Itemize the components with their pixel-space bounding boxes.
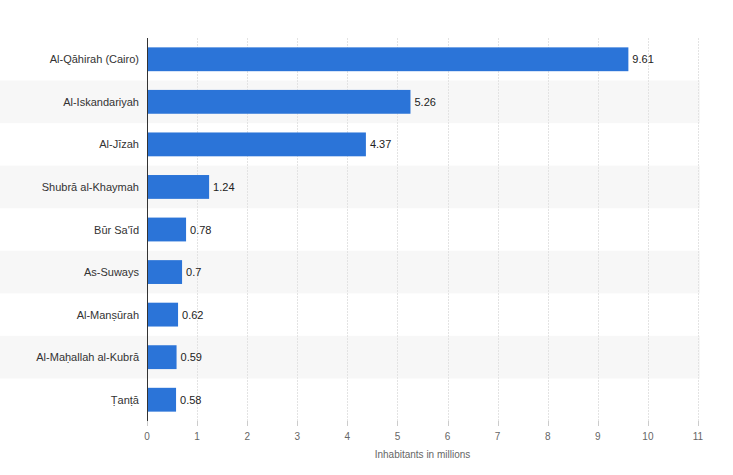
tick-label: 10 bbox=[642, 431, 654, 442]
bar bbox=[147, 175, 209, 199]
data-label: 0.59 bbox=[181, 351, 202, 363]
axis-label: Inhabitants in millions bbox=[375, 449, 471, 460]
grid-line bbox=[498, 38, 499, 421]
bar bbox=[147, 90, 410, 114]
axis-line bbox=[147, 38, 148, 421]
category-label: Al-Qāhirah (Cairo) bbox=[50, 53, 139, 65]
tick-mark bbox=[698, 421, 699, 426]
bar bbox=[147, 47, 628, 71]
data-label: 5.26 bbox=[414, 96, 435, 108]
tick-label: 0 bbox=[144, 431, 150, 442]
tick-mark bbox=[448, 421, 449, 426]
bar bbox=[147, 388, 176, 412]
tick-mark bbox=[247, 421, 248, 426]
category-label: Shubrā al-Khaymah bbox=[42, 181, 139, 193]
data-label: 4.37 bbox=[370, 138, 391, 150]
category-label: Al-Iskandariyah bbox=[63, 96, 139, 108]
grid-line bbox=[648, 38, 649, 421]
grid-line bbox=[698, 38, 699, 421]
grid-line bbox=[598, 38, 599, 421]
bars bbox=[147, 47, 628, 411]
tick-mark bbox=[197, 421, 198, 426]
tick-label: 7 bbox=[495, 431, 501, 442]
tick-label: 5 bbox=[395, 431, 401, 442]
tick-label: 11 bbox=[693, 431, 704, 442]
tick-mark bbox=[648, 421, 649, 426]
data-label: 0.78 bbox=[190, 224, 211, 236]
data-label: 0.7 bbox=[186, 266, 201, 278]
tick-label: 9 bbox=[595, 431, 601, 442]
tick-label: 1 bbox=[194, 431, 200, 442]
row-stripe bbox=[0, 166, 700, 209]
row-stripe bbox=[0, 81, 700, 124]
bar bbox=[147, 132, 366, 156]
category-label: As-Suways bbox=[84, 266, 140, 278]
tick-label: 8 bbox=[545, 431, 551, 442]
page: {"chart_data": {"type": "bar", "orientat… bbox=[0, 0, 733, 475]
data-label: 0.58 bbox=[180, 394, 201, 406]
grid-line bbox=[448, 38, 449, 421]
tick-label: 2 bbox=[244, 431, 250, 442]
tick-label: 4 bbox=[345, 431, 351, 442]
category-label: Al-Manṣūrah bbox=[77, 309, 139, 321]
bar bbox=[147, 303, 178, 327]
row-stripe bbox=[0, 336, 700, 379]
data-label: 1.24 bbox=[213, 181, 234, 193]
data-label: 9.61 bbox=[632, 53, 653, 65]
row-stripe bbox=[0, 251, 700, 294]
grid-line bbox=[147, 38, 148, 421]
tick-label: 3 bbox=[294, 431, 300, 442]
category-label: Būr Sa'īd bbox=[94, 224, 139, 236]
tick-mark bbox=[147, 421, 148, 426]
tick-mark bbox=[548, 421, 549, 426]
data-label: 0.62 bbox=[182, 309, 203, 321]
category-label: Ṭanṭā bbox=[111, 394, 140, 406]
tick-mark bbox=[598, 421, 599, 426]
category-label: Al-Jīzah bbox=[99, 138, 139, 150]
chart: 9.61 5.26 4.37 1.24 0.78 0.7 0.62 0.59 0.58 Al-Qā… bbox=[0, 0, 733, 475]
tick-mark bbox=[297, 421, 298, 426]
grid-line bbox=[548, 38, 549, 421]
tick-mark bbox=[347, 421, 348, 426]
tick-mark bbox=[397, 421, 398, 426]
bar bbox=[147, 218, 186, 242]
bar bbox=[147, 345, 177, 369]
tick-label: 6 bbox=[445, 431, 451, 442]
category-label: Al-Maḥallah al-Kubrā bbox=[36, 351, 140, 363]
bar bbox=[147, 260, 182, 284]
tick-mark bbox=[498, 421, 499, 426]
